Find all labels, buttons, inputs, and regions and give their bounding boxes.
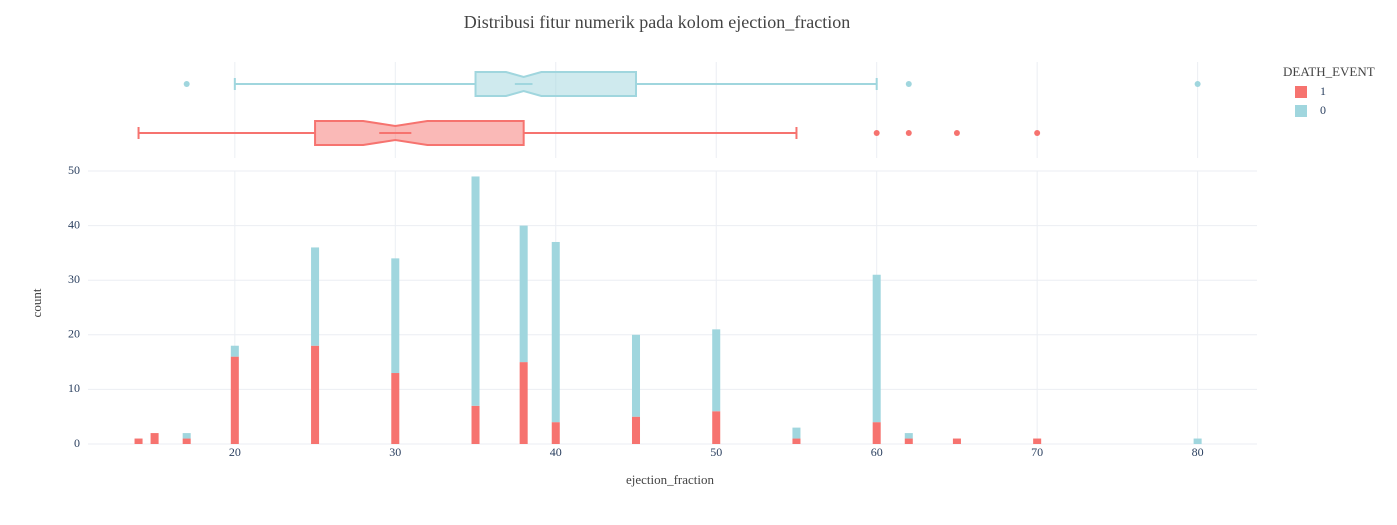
bar-segment: [631, 416, 641, 444]
bar-segment: [134, 438, 143, 444]
bar-segment: [792, 438, 801, 444]
bar-segment: [182, 438, 191, 444]
y-tick-label: 40: [68, 217, 80, 231]
bar-segment: [551, 422, 560, 444]
legend-label: 0: [1320, 103, 1326, 117]
bar-segment: [150, 433, 159, 444]
outlier: [905, 130, 912, 136]
y-axis-title: count: [29, 288, 44, 317]
bar-segment: [391, 373, 400, 444]
bar-segment: [792, 427, 801, 439]
bar-segment: [872, 274, 881, 423]
y-tick-label: 20: [68, 327, 80, 341]
bar-segment: [311, 345, 320, 444]
bar-segment: [631, 334, 641, 417]
bar-segment: [712, 411, 721, 444]
y-tick-label: 30: [68, 272, 80, 286]
x-tick-label: 20: [229, 445, 241, 459]
legend-swatch: [1295, 86, 1307, 98]
y-tick-label: 50: [68, 163, 80, 177]
x-tick-label: 60: [871, 445, 883, 459]
bar-segment: [551, 241, 560, 423]
legend-swatch: [1295, 105, 1307, 117]
bar-segment: [952, 438, 961, 444]
x-tick-label: 40: [550, 445, 562, 459]
x-tick-label: 70: [1031, 445, 1043, 459]
legend-title: DEATH_EVENT: [1283, 64, 1375, 79]
bar-segment: [230, 356, 239, 444]
bar-segment: [904, 433, 913, 439]
outlier: [873, 130, 880, 136]
bar-segment: [872, 422, 881, 444]
bar-segment: [712, 329, 721, 412]
bar-segment: [471, 405, 480, 444]
x-tick-label: 30: [389, 445, 401, 459]
outlier: [905, 81, 912, 87]
bar-segment: [904, 438, 913, 444]
x-tick-label: 80: [1192, 445, 1204, 459]
bar-segment: [391, 258, 400, 374]
y-tick-label: 0: [74, 436, 80, 450]
legend-label: 1: [1320, 84, 1326, 98]
bar-segment: [519, 362, 528, 444]
bar-segment: [1033, 438, 1042, 444]
box: [474, 71, 637, 97]
outlier: [1034, 130, 1041, 136]
outlier: [183, 81, 190, 87]
bar-segment: [230, 345, 239, 357]
x-tick-label: 50: [710, 445, 722, 459]
outlier: [953, 130, 960, 136]
bar-segment: [519, 225, 528, 363]
bar-segment: [471, 176, 480, 406]
outlier: [1194, 81, 1201, 87]
bar-segment: [1193, 438, 1202, 444]
chart-title: Distribusi fitur numerik pada kolom ejec…: [464, 12, 850, 32]
box: [314, 120, 525, 146]
x-axis-title: ejection_fraction: [626, 472, 715, 487]
y-tick-label: 10: [68, 381, 80, 395]
bar-segment: [182, 433, 191, 439]
bar-segment: [311, 247, 320, 346]
